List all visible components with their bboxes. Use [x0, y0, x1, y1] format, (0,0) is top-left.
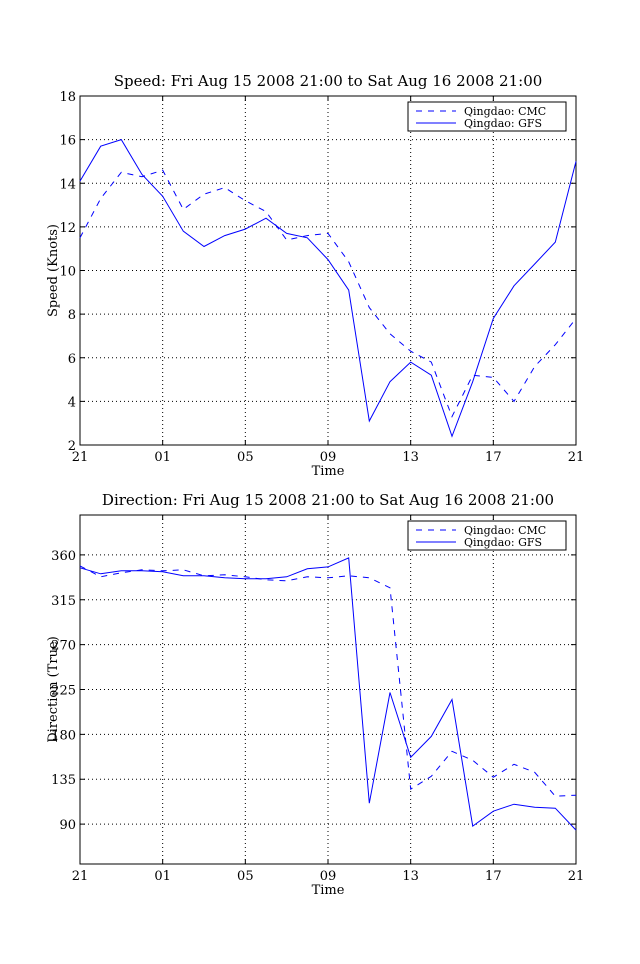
direction-y-tick-label: 135	[51, 773, 76, 788]
speed-x-tick-label: 05	[237, 450, 254, 465]
direction-legend-label: Qingdao: CMC	[464, 524, 546, 537]
direction-x-tick-label: 05	[237, 869, 254, 884]
speed-legend-label: Qingdao: GFS	[464, 117, 542, 130]
speed-y-tick-label: 2	[68, 439, 76, 454]
speed-x-tick-label: 13	[402, 450, 419, 465]
direction-y-tick-label: 225	[51, 684, 76, 699]
speed-x-tick-label: 21	[568, 450, 585, 465]
direction-x-tick-label: 13	[402, 869, 419, 884]
direction-x-tick-label: 01	[154, 869, 171, 884]
direction-y-tick-label: 360	[51, 549, 76, 564]
speed-legend-label: Qingdao: CMC	[464, 105, 546, 118]
speed-legend-box	[407, 101, 567, 132]
direction-legend-box	[407, 520, 567, 551]
direction-x-tick-label: 21	[568, 869, 585, 884]
speed-y-tick-label: 10	[59, 265, 76, 280]
speed-y-tick-label: 12	[59, 221, 76, 236]
speed-chart-title: Speed: Fri Aug 15 2008 21:00 to Sat Aug …	[114, 72, 543, 90]
direction-x-tick-label: 17	[485, 869, 502, 884]
direction-y-tick-label: 180	[51, 728, 76, 743]
speed-series-line-gfs	[79, 139, 577, 438]
speed-y-tick-label: 4	[68, 395, 76, 410]
direction-x-tick-label: 09	[320, 869, 337, 884]
direction-y-axis-label: Direction (True)	[46, 636, 61, 743]
speed-y-tick-label: 14	[59, 177, 76, 192]
speed-y-tick-label: 6	[68, 352, 76, 367]
direction-x-tick-label: 21	[72, 869, 89, 884]
direction-y-tick-label: 315	[51, 594, 76, 609]
speed-x-tick-label: 17	[485, 450, 502, 465]
direction-chart-title: Direction: Fri Aug 15 2008 21:00 to Sat …	[102, 491, 554, 509]
speed-x-tick-label: 21	[72, 450, 89, 465]
direction-x-axis-label: Time	[312, 883, 345, 898]
speed-series-line-cmc	[79, 169, 577, 418]
direction-series-line-cmc	[79, 565, 577, 797]
speed-y-axis-label: Speed (Knots)	[46, 224, 61, 317]
direction-series-line-gfs	[79, 557, 577, 831]
speed-y-tick-label: 18	[59, 90, 76, 105]
speed-y-tick-label: 16	[59, 134, 76, 149]
direction-legend-label: Qingdao: GFS	[464, 536, 542, 549]
direction-y-tick-label: 270	[51, 639, 76, 654]
speed-x-axis-label: Time	[312, 464, 345, 479]
direction-y-tick-label: 90	[59, 818, 76, 833]
speed-x-tick-label: 09	[320, 450, 337, 465]
speed-y-tick-label: 8	[68, 308, 76, 323]
speed-x-tick-label: 01	[154, 450, 171, 465]
